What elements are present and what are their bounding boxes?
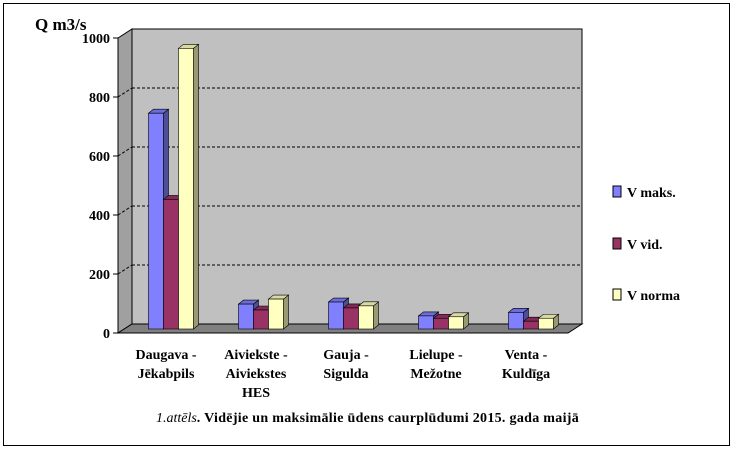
caption-number: 1.attēls [155,411,197,426]
x-category-label: HES [242,386,270,401]
caption-text: . Vidējie un maksimālie ūdens caurplūdum… [196,411,580,426]
legend-swatch [612,185,622,198]
legend-label: V vid. [627,238,663,253]
y-axis-unit-label: Q m3/s [35,15,87,34]
legend-swatch [612,237,622,250]
y-tick-label: 800 [89,91,110,106]
gridline-side [117,205,133,216]
bar[interactable] [148,112,164,330]
bar-side [283,294,289,330]
plot-side-wall [117,28,133,334]
bar-side [373,301,379,330]
bar-side [193,43,199,330]
x-category-label: Daugava - [135,348,196,363]
x-category-label: Aiviekstes [226,367,287,382]
gridline-side [117,264,133,275]
x-category-label: Mežotne [410,367,461,382]
x-category-label: Jēkabpils [138,367,195,382]
y-tick-label: 600 [89,150,110,165]
legend-swatch [612,288,622,301]
bar[interactable] [328,301,344,330]
x-category-label: Gauja - [323,348,369,363]
bar[interactable] [418,315,434,330]
gridline-side [117,146,133,157]
bar[interactable] [163,199,179,330]
x-category-label: Lielupe - [409,348,463,363]
bar[interactable] [253,309,269,330]
y-tick-label: 200 [89,268,110,283]
bar[interactable] [448,316,464,330]
bar[interactable] [343,307,359,330]
bar[interactable] [178,48,194,330]
y-tick-label: 1000 [82,32,110,47]
x-category-label: Aiviekste - [224,348,288,363]
bar[interactable] [268,298,284,330]
bar[interactable] [508,312,524,330]
bar[interactable] [523,320,539,330]
x-category-label: Sigulda [323,367,368,382]
bar[interactable] [238,303,254,330]
bar[interactable] [358,305,374,330]
bar[interactable] [538,317,554,330]
x-category-label: Venta - [505,348,548,363]
legend-label: V maks. [627,186,676,201]
bar[interactable] [433,317,449,330]
legend-label: V norma [627,289,680,304]
plot-back-wall [131,28,583,325]
y-tick-label: 400 [89,209,110,224]
x-category-label: Kuldīga [502,367,550,382]
y-tick-label: 0 [103,327,110,342]
gridline-side [117,87,133,98]
figure-caption: 1.attēls. Vidējie un maksimālie ūdens ca… [0,411,735,427]
